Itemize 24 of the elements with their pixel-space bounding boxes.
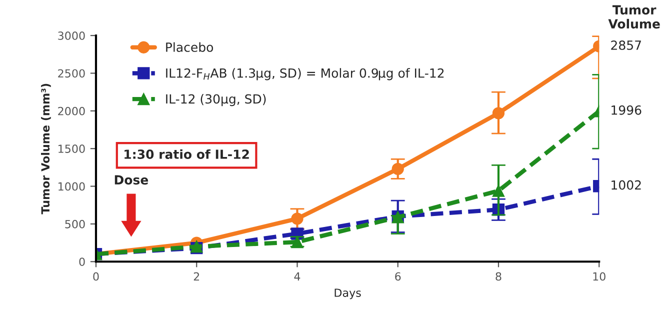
text: Tumor Volume bbox=[608, 5, 660, 29]
legend-label: IL12-F$_{H}$AB (1.3µg, SD) = Molar 0.9µg of IL-12 bbox=[166, 68, 444, 80]
y-axis-title: Tumor Volume (mm³) bbox=[40, 84, 51, 214]
x-tick-label: 10 bbox=[593, 272, 606, 281]
legend-label: IL-12 (30µg, SD) bbox=[166, 94, 266, 106]
y-tick-label: 2500 bbox=[58, 69, 85, 78]
data-label: 1002 bbox=[612, 180, 641, 190]
x-tick-label: 4 bbox=[294, 272, 300, 280]
y-tick-label: 2000 bbox=[58, 106, 85, 116]
x-tick-label: 0 bbox=[93, 272, 99, 281]
x-axis-title: Days bbox=[334, 288, 361, 300]
x-tick-label: 2 bbox=[194, 272, 200, 280]
y-tick-label: 0 bbox=[79, 258, 85, 266]
y-tick-label: 500 bbox=[65, 220, 85, 228]
annotation: Dose bbox=[114, 175, 148, 185]
data-label: 1996 bbox=[612, 105, 642, 115]
data-label: 2857 bbox=[611, 40, 641, 50]
legend-label: Placebo bbox=[166, 42, 214, 52]
annotation: 1:30 ratio of IL-12 bbox=[124, 149, 249, 159]
x-tick-label: 8 bbox=[496, 272, 502, 281]
y-tick-label: 3000 bbox=[58, 32, 85, 40]
y-tick-label: 1000 bbox=[58, 182, 85, 191]
y-tick-label: 1500 bbox=[58, 144, 85, 153]
x-tick-label: 6 bbox=[395, 272, 401, 281]
